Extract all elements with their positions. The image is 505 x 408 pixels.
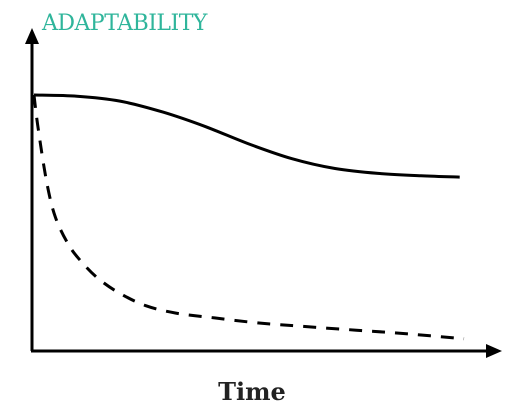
series-line-dashed bbox=[32, 94, 465, 341]
x-axis-arrowhead bbox=[486, 344, 502, 358]
x-axis-label: Time bbox=[218, 377, 286, 406]
series-line-solid bbox=[33, 93, 460, 179]
y-axis-label: ADAPTABILITY bbox=[41, 11, 208, 36]
y-axis-arrowhead bbox=[25, 28, 39, 44]
series-group bbox=[32, 93, 465, 341]
axes-group bbox=[25, 28, 502, 358]
